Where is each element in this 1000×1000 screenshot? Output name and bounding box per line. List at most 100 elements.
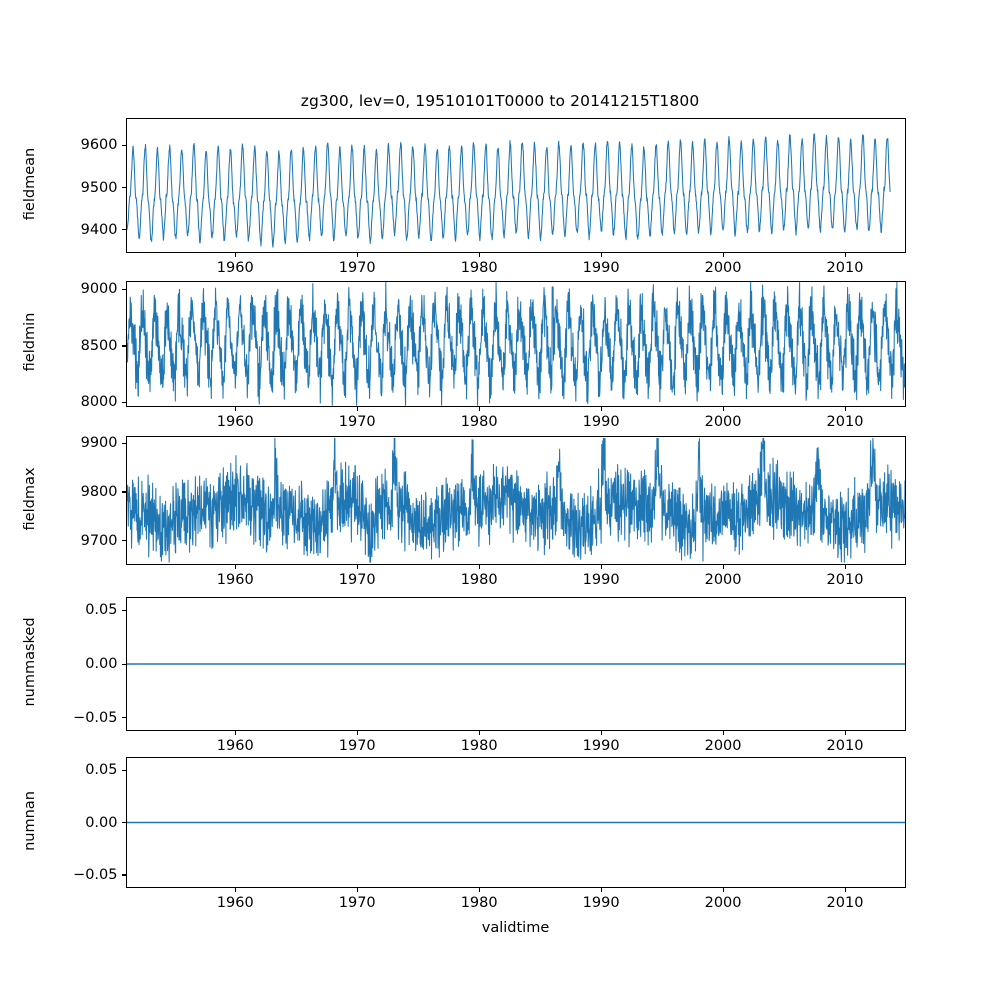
ytick-mark xyxy=(121,874,126,876)
xtick-mark xyxy=(844,407,846,411)
xtick-mark xyxy=(234,407,236,411)
ytick-mark xyxy=(121,288,126,291)
ytick-mark xyxy=(121,822,126,824)
xtick-mark xyxy=(234,731,236,735)
xtick-label: 1980 xyxy=(460,738,498,754)
xtick-label: 2000 xyxy=(704,895,742,911)
ytick-label-nummasked: 0.00 xyxy=(85,656,118,672)
ytick-mark xyxy=(121,769,126,771)
ytick-label-nummasked: 0.05 xyxy=(85,602,118,619)
ytick-label-numnan: 0.00 xyxy=(85,814,118,831)
ytick-label-fieldmean: 9400 xyxy=(80,221,118,238)
xtick-mark xyxy=(478,253,480,257)
xtick-label: 2010 xyxy=(826,738,864,754)
ytick-mark xyxy=(121,187,126,189)
ytick-label-fieldmean: 9600 xyxy=(80,137,118,154)
xtick-mark xyxy=(722,731,724,735)
xtick-label: 1990 xyxy=(582,895,620,911)
xtick-label: 2010 xyxy=(826,895,864,911)
xtick-mark xyxy=(600,407,602,411)
data-line-fieldmean xyxy=(126,133,891,248)
ytick-mark xyxy=(121,401,126,404)
subplot-fieldmin xyxy=(125,281,906,407)
xtick-mark xyxy=(722,565,724,569)
xtick-mark xyxy=(234,888,236,892)
ytick-label-fieldmax: 9700 xyxy=(80,532,118,549)
ytick-label-nummasked: −0.05 xyxy=(73,709,118,726)
ytick-mark xyxy=(121,491,126,493)
xtick-mark xyxy=(600,565,602,569)
xtick-label: 1980 xyxy=(460,572,498,588)
ytick-label-fieldmax: 9800 xyxy=(80,483,118,500)
xtick-mark xyxy=(722,407,724,411)
xtick-mark xyxy=(478,888,480,892)
xtick-label: 1990 xyxy=(582,572,620,588)
xtick-mark xyxy=(478,565,480,569)
ytick-mark xyxy=(121,229,126,231)
xtick-label: 1980 xyxy=(460,895,498,911)
xtick-label: 1970 xyxy=(338,895,376,911)
ytick-label-fieldmin: 9000 xyxy=(80,281,118,298)
ylabel-fieldmax: fieldmax xyxy=(21,467,38,530)
xtick-mark xyxy=(356,731,358,735)
subplot-fieldmean xyxy=(125,118,906,253)
ylabel-numnan: numnan xyxy=(21,790,38,851)
plot-canvas-nummasked xyxy=(126,663,905,665)
xtick-mark xyxy=(356,565,358,569)
ylabel-fieldmean: fieldmean xyxy=(21,147,38,220)
data-line-fieldmax xyxy=(126,437,905,563)
ylabel-nummasked: nummasked xyxy=(21,617,38,707)
xtick-mark xyxy=(478,731,480,735)
xtick-label: 1990 xyxy=(582,738,620,754)
plot-canvas-fieldmax xyxy=(126,437,905,563)
xtick-mark xyxy=(356,888,358,892)
ytick-label-fieldmean: 9500 xyxy=(80,179,118,196)
xtick-label: 1970 xyxy=(338,260,376,276)
ylabel-fieldmin: fieldmin xyxy=(21,312,38,372)
ytick-label-fieldmax: 9900 xyxy=(80,435,118,452)
xtick-mark xyxy=(356,407,358,411)
xlabel-validtime: validtime xyxy=(481,920,550,936)
xtick-label: 1980 xyxy=(460,414,498,430)
ytick-label-fieldmin: 8500 xyxy=(80,337,118,354)
xtick-mark xyxy=(356,253,358,257)
subplot-fieldmax xyxy=(125,436,906,565)
xtick-mark xyxy=(844,253,846,257)
xtick-mark xyxy=(722,888,724,892)
plot-canvas-fieldmin xyxy=(126,282,905,406)
xtick-label: 1960 xyxy=(216,895,254,911)
xtick-mark xyxy=(600,888,602,892)
xtick-mark xyxy=(844,731,846,735)
xtick-label: 2010 xyxy=(826,572,864,588)
plot-canvas-fieldmean xyxy=(126,133,891,248)
ytick-mark xyxy=(121,345,126,347)
xtick-label: 2000 xyxy=(704,260,742,276)
plot-canvas-numnan xyxy=(126,821,905,824)
xtick-mark xyxy=(234,565,236,569)
xtick-label: 2000 xyxy=(704,414,742,430)
xtick-label: 1990 xyxy=(582,414,620,430)
ytick-label-numnan: 0.05 xyxy=(85,762,118,779)
ytick-label-numnan: −0.05 xyxy=(73,866,118,883)
xtick-mark xyxy=(600,731,602,735)
ytick-label-fieldmin: 8000 xyxy=(80,394,118,411)
xtick-label: 1960 xyxy=(216,572,254,588)
xtick-label: 1990 xyxy=(582,260,620,276)
xtick-label: 2010 xyxy=(826,414,864,430)
subplot-numnan xyxy=(125,757,906,888)
xtick-mark xyxy=(234,253,236,257)
xtick-label: 2000 xyxy=(704,738,742,754)
xtick-label: 1960 xyxy=(216,260,254,276)
xtick-label: 2010 xyxy=(826,260,864,276)
ytick-mark xyxy=(121,663,126,665)
xtick-label: 1980 xyxy=(460,260,498,276)
xtick-mark xyxy=(478,407,480,411)
ytick-mark xyxy=(121,540,126,542)
data-line-fieldmin xyxy=(126,282,905,406)
xtick-label: 1970 xyxy=(338,572,376,588)
xtick-label: 1970 xyxy=(338,414,376,430)
xtick-label: 1960 xyxy=(216,414,254,430)
xtick-mark xyxy=(844,888,846,892)
xtick-mark xyxy=(600,253,602,257)
subplot-nummasked xyxy=(125,597,906,731)
